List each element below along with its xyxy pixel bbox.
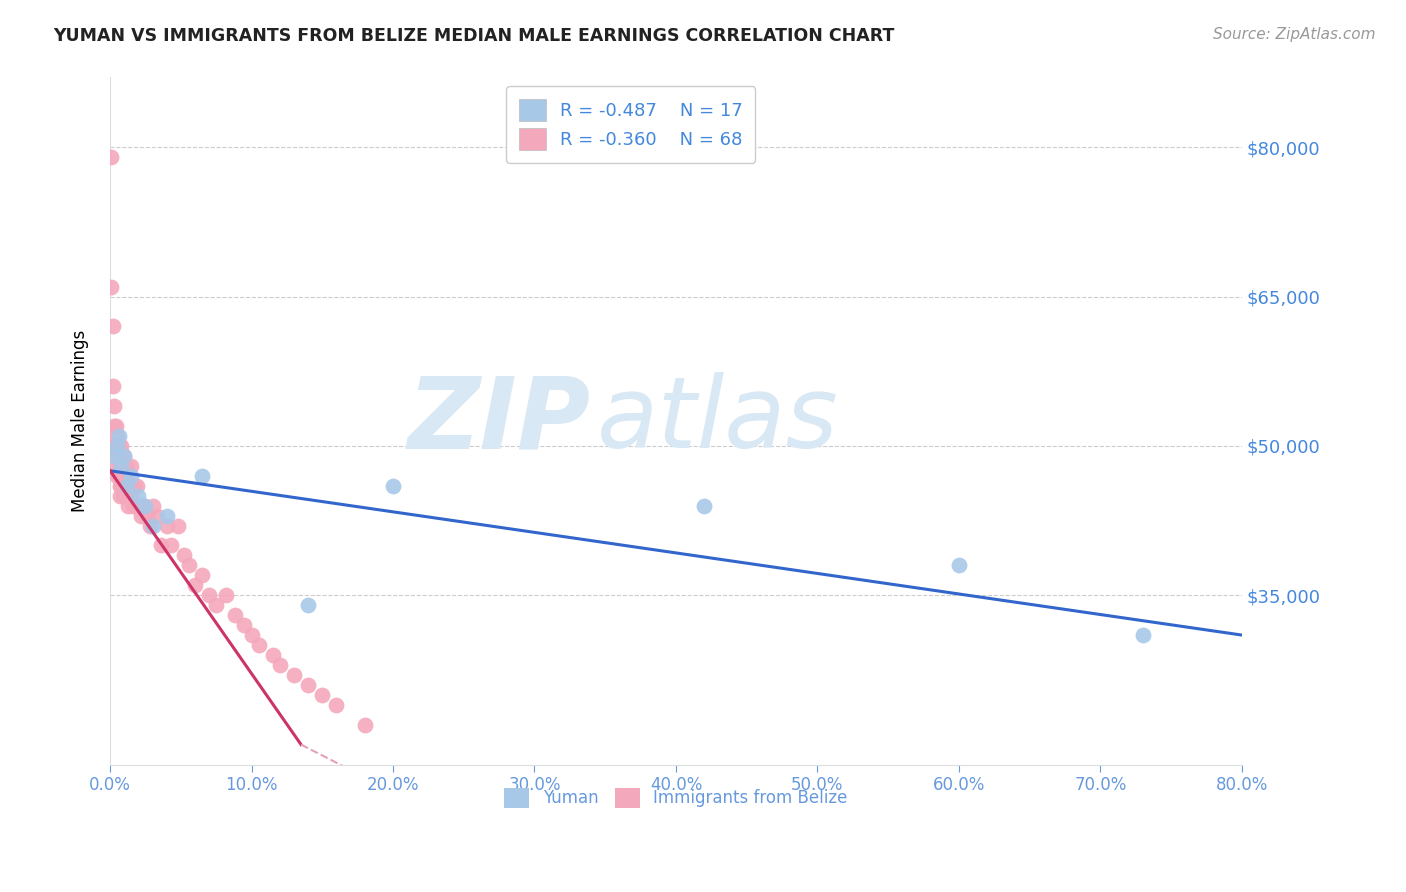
Point: [104, 419, 127, 434]
Point: [112, 449, 135, 463]
Text: Source: ZipAtlas.com: Source: ZipAtlas.com: [1212, 27, 1375, 42]
Point: [100, 150, 122, 164]
Point: [117, 479, 139, 493]
Point: [179, 558, 201, 573]
Point: [105, 429, 128, 443]
Point: [160, 538, 183, 552]
Point: [127, 489, 149, 503]
Point: [108, 458, 131, 473]
Point: [127, 499, 149, 513]
Point: [105, 468, 128, 483]
Point: [115, 489, 138, 503]
Point: [191, 568, 214, 582]
Point: [101, 379, 124, 393]
Point: [108, 479, 131, 493]
Point: [104, 458, 127, 473]
Point: [205, 598, 228, 612]
Point: [382, 479, 405, 493]
Point: [107, 429, 129, 443]
Point: [111, 489, 134, 503]
Point: [215, 588, 238, 602]
Point: [114, 479, 136, 493]
Point: [111, 468, 134, 483]
Point: [103, 449, 125, 463]
Point: [125, 479, 148, 493]
Point: [297, 678, 319, 692]
Point: [191, 468, 214, 483]
Point: [948, 558, 970, 573]
Point: [132, 499, 155, 513]
Point: [108, 489, 131, 503]
Text: YUMAN VS IMMIGRANTS FROM BELIZE MEDIAN MALE EARNINGS CORRELATION CHART: YUMAN VS IMMIGRANTS FROM BELIZE MEDIAN M…: [53, 27, 894, 45]
Point: [224, 608, 246, 623]
Point: [141, 518, 163, 533]
Point: [129, 508, 152, 523]
Y-axis label: Median Male Earnings: Median Male Earnings: [72, 330, 89, 512]
Point: [124, 499, 146, 513]
Point: [138, 518, 160, 533]
Point: [120, 468, 142, 483]
Point: [150, 538, 173, 552]
Point: [156, 508, 179, 523]
Point: [117, 499, 139, 513]
Point: [325, 698, 347, 712]
Point: [121, 499, 143, 513]
Point: [104, 439, 127, 453]
Text: atlas: atlas: [596, 373, 838, 469]
Point: [103, 439, 125, 453]
Point: [233, 618, 256, 632]
Point: [173, 549, 195, 563]
Point: [115, 468, 138, 483]
Point: [141, 499, 163, 513]
Point: [167, 518, 190, 533]
Point: [118, 479, 141, 493]
Point: [184, 578, 207, 592]
Point: [247, 638, 270, 652]
Point: [145, 508, 167, 523]
Point: [283, 668, 305, 682]
Point: [297, 598, 319, 612]
Point: [134, 499, 156, 513]
Point: [105, 449, 128, 463]
Point: [114, 458, 136, 473]
Point: [693, 499, 716, 513]
Point: [112, 468, 135, 483]
Point: [107, 468, 129, 483]
Point: [103, 399, 125, 413]
Point: [156, 518, 179, 533]
Point: [110, 458, 132, 473]
Point: [1132, 628, 1154, 642]
Point: [122, 479, 145, 493]
Point: [112, 449, 135, 463]
Point: [120, 489, 142, 503]
Point: [110, 479, 132, 493]
Point: [110, 458, 132, 473]
Point: [269, 657, 291, 672]
Legend: Yuman, Immigrants from Belize: Yuman, Immigrants from Belize: [498, 780, 855, 814]
Point: [107, 439, 129, 453]
Point: [100, 279, 122, 293]
Point: [135, 508, 157, 523]
Point: [105, 439, 128, 453]
Point: [120, 458, 142, 473]
Point: [198, 588, 221, 602]
Point: [110, 439, 132, 453]
Point: [103, 419, 125, 434]
Point: [240, 628, 263, 642]
Point: [311, 688, 333, 702]
Point: [101, 319, 124, 334]
Point: [353, 717, 375, 731]
Point: [115, 479, 138, 493]
Point: [112, 489, 135, 503]
Text: ZIP: ZIP: [408, 373, 591, 469]
Point: [262, 648, 284, 662]
